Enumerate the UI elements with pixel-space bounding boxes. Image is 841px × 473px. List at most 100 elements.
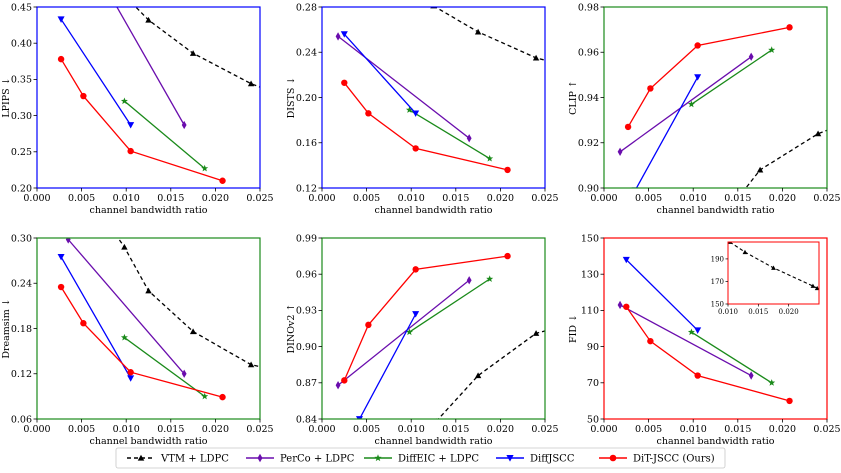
data-point-vtm-ldpc [814,130,822,137]
inset-frame [727,241,820,305]
x-tick-label: 0.010 [113,424,140,435]
series-line-dit-jscc-ours [343,255,508,381]
legend-marker-diffeic-ldpc [374,454,382,462]
data-point-perco-ldpc [335,381,341,390]
chart-panel-2: 0.000 0.005 0.010 0.015 0.020 0.025 0.12 0.16 0.… [286,2,559,216]
x-axis-label: channel bandwidth ratio [657,436,775,447]
legend-marker-diffjscc [506,455,514,462]
chart-panel-3: 0.000 0.005 0.010 0.015 0.020 0.025 0.90 0.92 0.… [568,2,841,216]
inset-y-tick-label: 170 [711,278,724,286]
y-tick-label: 0.96 [296,270,317,281]
series-line-diffeic-ldpc [409,109,491,160]
data-point-diffjscc [622,256,630,264]
x-tick-label: 0.025 [813,193,840,204]
data-point-dit-jscc-ours [80,320,87,327]
x-tick-label: 0.000 [308,193,335,204]
series-line-diffjscc [60,256,132,379]
y-tick-label: 0.30 [11,233,32,244]
data-point-perco-ldpc [181,369,187,378]
legend-label: DiT-JSCC (Ours) [633,454,715,465]
y-tick-label: 90 [587,342,599,353]
x-axis-label: channel bandwidth ratio [90,436,208,447]
y-tick-label: 0.87 [296,378,317,389]
x-tick-label: 0.015 [442,193,469,204]
data-point-diffjscc [412,110,420,117]
y-tick-label: 0.93 [296,306,317,317]
inset-data-point-vtm-ldpc [814,285,819,291]
y-tick-label: 0.16 [296,138,317,149]
x-tick-label: 0.020 [769,424,796,435]
x-tick-label: 0.005 [68,424,95,435]
x-tick-label: 0.020 [487,424,514,435]
y-tick-label: 0.35 [11,75,32,86]
y-tick-label: 150 [581,233,599,244]
y-axis-label: LPIPS ↓ [1,77,12,117]
x-tick-label: 0.010 [113,193,140,204]
legend-marker-perco-ldpc [257,453,263,463]
data-point-vtm-ldpc [532,330,540,336]
data-point-vtm-ldpc [189,328,197,335]
y-tick-label: 0.28 [296,2,317,13]
y-tick-label: 0.45 [11,2,32,13]
y-tick-label: 0.40 [11,39,32,50]
x-tick-label: 0.020 [202,193,229,204]
series-line-vtm-ldpc [434,7,545,61]
data-point-diffjscc [127,122,135,129]
data-point-vtm-ldpc [275,91,281,97]
series-line-dit-jscc-ours [60,286,223,398]
series-line-perco-ldpc [619,304,752,377]
inset-data-point-vtm-ldpc [742,249,748,255]
series-line-diffjscc [625,259,699,331]
data-point-diffjscc [57,253,65,261]
inset-y-tick-label: 150 [711,301,724,309]
data-point-dit-jscc-ours [504,166,511,174]
y-tick-label: 0.90 [296,342,317,353]
data-point-diffjscc [412,311,420,318]
data-point-dit-jscc-ours [57,283,65,291]
data-point-dit-jscc-ours [127,369,134,376]
x-tick-label: 0.005 [353,193,380,204]
data-point-diffeic-ldpc [687,328,695,336]
x-tick-label: 0.005 [635,193,662,204]
chart-panel-6: 0.000 0.005 0.010 0.015 0.020 0.025 50 70 90 110 1… [568,233,841,447]
data-point-dit-jscc-ours [786,397,793,405]
data-point-dit-jscc-ours [127,147,134,155]
data-point-dit-jscc-ours [647,85,654,92]
data-point-diffjscc [57,16,65,23]
legend-label: DiffJSCC [530,454,575,465]
inset-x-tick-label: 0.015 [748,308,768,316]
x-tick-label: 0.010 [680,193,707,204]
data-point-diffjscc [694,74,702,81]
inset-data-point-vtm-ldpc [771,265,776,270]
chart-panels: 0.000 0.005 0.010 0.015 0.020 0.025 0.20 0.25 0.… [1,2,841,447]
y-axis-label: DINOv2 ↑ [286,304,297,354]
x-tick-label: 0.025 [531,193,558,204]
x-tick-label: 0.020 [202,424,229,435]
data-point-dit-jscc-ours [341,79,348,86]
legend-label: PerCo + LDPC [280,454,355,465]
series-line-perco-ldpc [619,56,752,153]
data-point-vtm-ldpc [551,325,557,331]
inset-x-tick-label: 0.010 [718,308,738,316]
data-point-diffjscc [694,327,702,334]
series-line-diffjscc [60,18,132,126]
x-tick-label: 0.015 [157,424,184,435]
inset-y-tick-label: 190 [711,255,724,263]
series-line-diffjscc [635,76,699,188]
legend: VTM + LDPC PerCo + LDPC DiffEIC + LDPC Diff… [115,447,726,469]
chart-panel-4: 0.000 0.005 0.010 0.015 0.020 0.025 0.06 0.12 0.… [1,233,274,447]
data-point-dit-jscc-ours [365,321,372,329]
series-line-diffeic-ldpc [691,331,773,384]
data-point-perco-ldpc [748,371,754,380]
series-line-perco-ldpc [337,279,470,386]
legend-entry-vtm-ldpc: VTM + LDPC [127,454,229,465]
data-point-diffeic-ldpc [120,97,128,105]
x-tick-label: 0.000 [308,424,335,435]
data-point-dit-jscc-ours [219,393,226,401]
legend-marker-vtm-ldpc [137,454,145,461]
y-tick-label: 70 [587,378,599,389]
axes-frame [603,6,828,189]
data-point-diffeic-ldpc [405,106,413,113]
y-tick-label: 0.20 [11,183,32,194]
y-tick-label: 0.20 [296,93,317,104]
